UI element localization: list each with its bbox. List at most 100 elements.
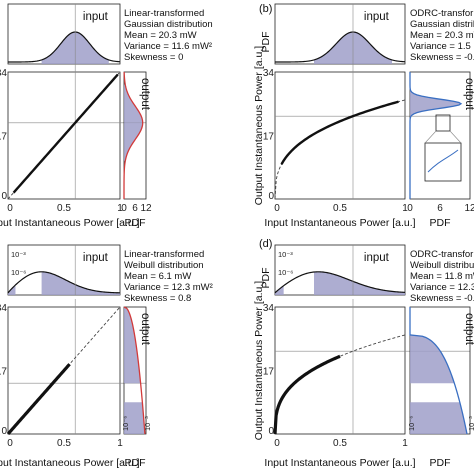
panel-b-right-xtick: 0 [407,203,413,214]
panel-a-note: Linear-transformed [124,8,204,19]
panel-a-xtick: 0.5 [57,203,71,214]
panel-d-right-shade [410,307,455,384]
panel-c-input-label: input [83,252,109,264]
panel-a-ytick: 17 [0,132,7,143]
panel-d-ytick: 0 [268,426,274,437]
panel-d-note: Weibull distributi [410,260,474,271]
panel-d-output-label: output [463,313,474,346]
panel-b-right-xlabel: PDF [430,217,451,229]
panel-a-note: Gaussian distribution [124,19,213,30]
panel-b-top-shade [314,32,353,64]
panel-b-ytick: 34 [263,68,275,79]
panel-a-xtick: 1 [117,203,123,214]
panel-c-note: Weibull distribution [124,260,204,271]
panel-a-ytick: 34 [0,68,7,79]
panel-a-input-label: input [83,11,109,23]
panel-b-top-curve [274,31,406,63]
panel-d-ytick: 34 [263,303,275,314]
panel-a-right-xlabel: PDF [125,217,146,229]
panel-c-right-curve [123,306,146,435]
panel-c-ytick: 0 [1,426,7,437]
panel-d-xtick: 0 [274,438,280,449]
panel-b-note: ODRC-transformed [410,8,474,19]
panel-d-main-frame [274,306,406,435]
panel-c-output-label: output [139,313,151,346]
panel-d-note: Mean = 11.8 mW [410,271,474,282]
panel-d-input-label: input [364,252,390,264]
panel-b-top-shade [353,32,392,64]
panel-d-ytick: 17 [263,367,275,378]
panel-c-note: Mean = 6.1 mW [124,271,191,282]
panel-c-right-shade [124,402,145,434]
panel-b-xtick: 1 [402,203,408,214]
panel-d-top-ylabel: PDF [260,268,272,289]
panel-b-inset [424,142,462,182]
panel-b-note: Skewness = -0.5 [410,52,474,63]
panel-b-ytick: 0 [268,191,274,202]
panel-a-ytick: 0 [1,191,7,202]
panel-b-zoom-link [424,130,437,144]
panel-c-right-shade [124,307,141,384]
panel-a-xtick: 0 [7,203,13,214]
panel-b-ytick: 17 [263,132,275,143]
panel-b-inset-curve [427,149,459,173]
panel-d-ylabel: Output Instantaneous Power [a.u.] [253,281,265,440]
panel-d-right-curve [409,307,468,435]
panel-c-transfer-dashed [7,306,121,435]
panel-a-main-frame [7,71,121,200]
panel-a-right-xtick: 6 [132,203,138,214]
panel-d-right-xtick: 10⁻⁶ [407,416,416,431]
panel-b-right-xtick: 6 [437,203,443,214]
panel-b-note: Mean = 20.3 mW [410,30,474,41]
panel-b-xtick: 0 [274,203,280,214]
panel-c-top-ytick: 10⁻⁶ [11,268,26,277]
panel-b-top-ylabel: PDF [260,32,272,53]
panel-a-transfer-data [12,73,119,194]
panel-a-note: Mean = 20.3 mW [124,30,197,41]
panel-c-ytick: 17 [0,367,7,378]
panel-a-note: Skewness = 0 [124,52,183,63]
panel-c-xlabel: Input Instantaneous Power [a.u.] [0,457,140,469]
panel-d-transfer-data [273,354,341,435]
panel-d-note: Variance = 12.3 [410,282,474,293]
panel-b-right-curve [409,72,463,199]
panel-c-xtick: 0 [7,438,13,449]
panel-b-xtick: 0.5 [333,203,347,214]
panel-b-zoom-box [435,114,451,132]
panel-a-right-curve [123,71,144,200]
panel-d-right-xtick: 10⁻³ [467,416,474,431]
panel-a-note: Variance = 11.6 mW² [124,41,212,52]
panel-c-note: Variance = 12.3 mW² [124,282,213,293]
panel-d-top-ytick: 10⁻³ [278,250,293,259]
panel-c-xtick: 0.5 [57,438,71,449]
panel-b-output-label: output [463,78,474,111]
panel-letter-b: (b) [259,3,272,15]
panel-c-note: Skewness = 0.8 [124,293,191,304]
panel-d-note: ODRC-transforme [410,249,474,260]
panel-c-top-shade [41,271,120,295]
panel-c-transfer-data [6,363,71,436]
panel-c-top-ytick: 10⁻³ [11,250,26,259]
panel-b-main-frame [274,71,406,200]
panel-b-right-shade [410,84,461,123]
panel-c-right-xtick: 10⁻³ [143,416,152,431]
panel-d-transfer-dashed [274,334,406,435]
panel-c-right-xlabel: PDF [125,457,146,469]
panel-b-input-label: input [364,11,390,23]
panel-a-top-shade [75,32,109,64]
panel-d-note: Skewness = -0. [410,293,474,304]
panel-a-top-curve [7,31,121,63]
panel-c-ytick: 34 [0,303,7,314]
panel-b-note: Variance = 1.5 [410,41,471,52]
panel-a-right-xtick: 0 [121,203,127,214]
panel-d-xtick: 1 [402,438,408,449]
panel-d-top-ytick: 10⁻⁶ [278,268,293,277]
panel-d-right-shade [410,402,467,434]
panel-b-note: Gaussian distribution [410,19,474,30]
panel-c-xtick: 1 [117,438,123,449]
panel-d-xlabel: Input Instantaneous Power [a.u.] [264,457,415,469]
panel-a-xlabel: Input Instantaneous Power [a.u.] [0,217,140,229]
panel-b-right-xtick: 12 [464,203,474,214]
panel-d-top-curve [274,271,406,294]
